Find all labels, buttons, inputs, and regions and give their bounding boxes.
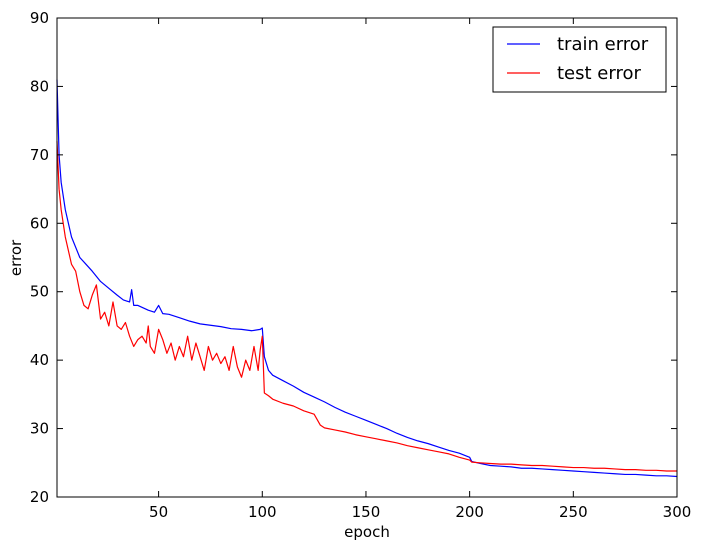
- legend: train error test error: [492, 26, 667, 93]
- tick-labels: 50 100 150 200 250 300 20 30 40 50 60 70 80 90: [30, 9, 691, 521]
- plot-frame: [56, 17, 678, 498]
- y-tick-label: 50: [30, 283, 49, 301]
- y-tick-label: 90: [30, 9, 49, 27]
- legend-label-test-error: test error: [557, 63, 641, 84]
- x-axis-label: epoch: [344, 523, 390, 541]
- legend-label-train-error: train error: [557, 34, 649, 55]
- y-tick-label: 60: [30, 214, 49, 232]
- legend-box: [492, 26, 667, 93]
- x-tick-label: 200: [455, 503, 484, 521]
- y-tick-label: 70: [30, 146, 49, 164]
- x-tick-label: 100: [248, 503, 277, 521]
- plot-lines: [56, 79, 678, 478]
- x-tick-label: 150: [352, 503, 381, 521]
- series-line-test-error: [56, 141, 677, 472]
- y-tick-label: 30: [30, 420, 49, 438]
- x-tick-label: 250: [559, 503, 588, 521]
- series-line-train-error: [56, 79, 678, 478]
- ticks: [57, 17, 678, 498]
- x-tick-label: 300: [663, 503, 692, 521]
- y-tick-label: 20: [30, 488, 49, 506]
- y-tick-label: 40: [30, 351, 49, 369]
- x-tick-label: 50: [149, 503, 168, 521]
- y-axis-label: error: [7, 239, 25, 276]
- y-tick-label: 80: [30, 77, 49, 95]
